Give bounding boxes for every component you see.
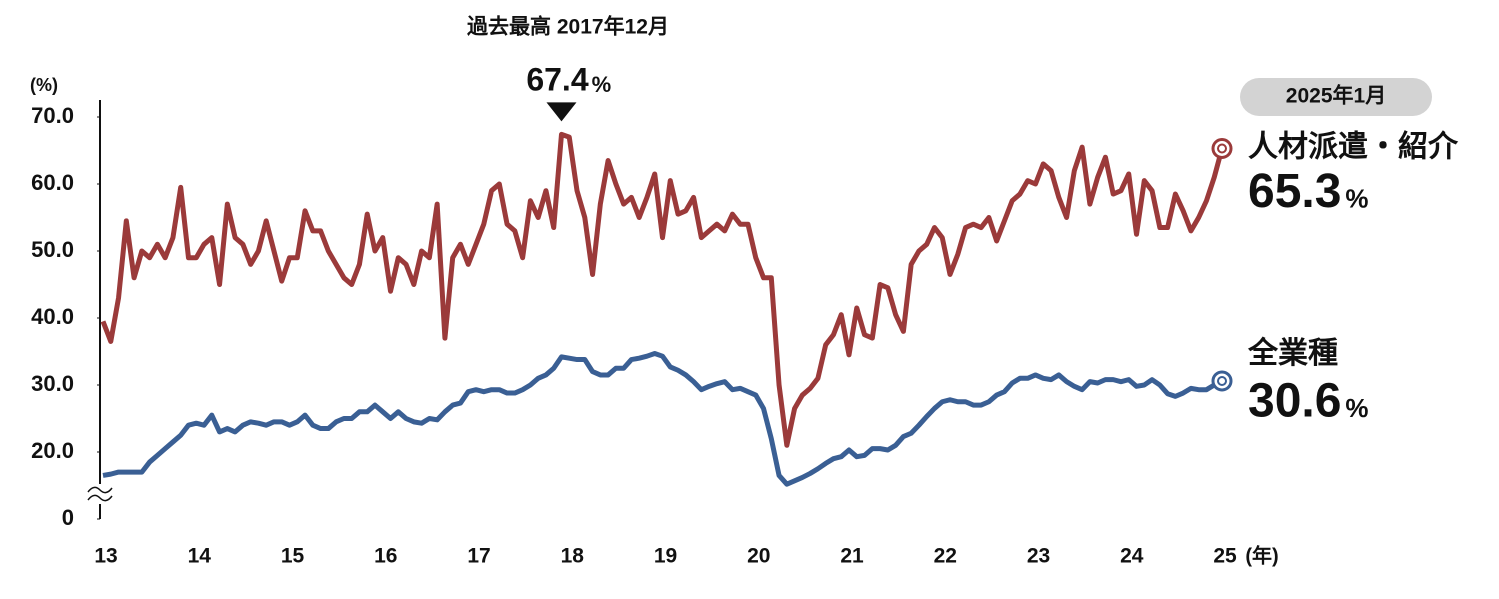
y-tick-label: 60.0: [31, 170, 74, 195]
end-value-label: 30.6: [1248, 375, 1341, 428]
x-tick-label: 20: [747, 545, 770, 568]
x-tick-label: 18: [561, 545, 585, 568]
x-tick-label: 16: [374, 545, 397, 568]
x-tick-label: 19: [654, 545, 677, 568]
date-badge-label: 2025年1月: [1286, 84, 1386, 108]
peak-marker: [546, 102, 577, 122]
x-tick-label: 22: [934, 545, 957, 568]
y-axis-label: (%): [30, 75, 58, 95]
y-tick-label: 0: [62, 505, 74, 530]
end-marker-inner: [1217, 375, 1227, 386]
peak-value-label: 67.4: [526, 61, 588, 97]
y-tick-label: 20.0: [31, 438, 74, 463]
series-line: [100, 131, 1225, 448]
peak-unit-label: %: [592, 72, 612, 97]
x-tick-label: 24: [1120, 545, 1144, 568]
x-tick-label: 14: [188, 545, 212, 568]
axis-break-gap: [92, 484, 108, 504]
date-badge: [1240, 78, 1432, 116]
x-tick-label: 25: [1213, 545, 1237, 568]
y-tick-label: 50.0: [31, 237, 74, 262]
x-tick-label: 21: [840, 545, 864, 568]
x-tick-label: 13: [94, 545, 117, 568]
axis-break: [87, 486, 113, 502]
end-marker: [1211, 370, 1233, 392]
x-axis-label: (年): [1245, 543, 1278, 567]
peak-title: 過去最高 2017年12月: [467, 15, 669, 39]
x-tick-label: 15: [281, 545, 305, 568]
unit-label: %: [1345, 393, 1368, 423]
end-marker: [1211, 137, 1233, 159]
legend-label: 全業種: [1247, 336, 1338, 370]
y-tick-label: 30.0: [31, 371, 74, 396]
end-marker-inner: [1217, 143, 1227, 154]
y-tick-label: 70.0: [31, 103, 74, 128]
y-tick-label: 40.0: [31, 304, 74, 329]
x-tick-label: 23: [1027, 545, 1050, 568]
end-value-label: 65.3: [1248, 165, 1341, 218]
unit-label: %: [1345, 183, 1368, 213]
legend-label: 人材派遣・紹介: [1248, 129, 1459, 163]
x-tick-label: 17: [467, 545, 490, 568]
series-line: [102, 351, 1224, 487]
